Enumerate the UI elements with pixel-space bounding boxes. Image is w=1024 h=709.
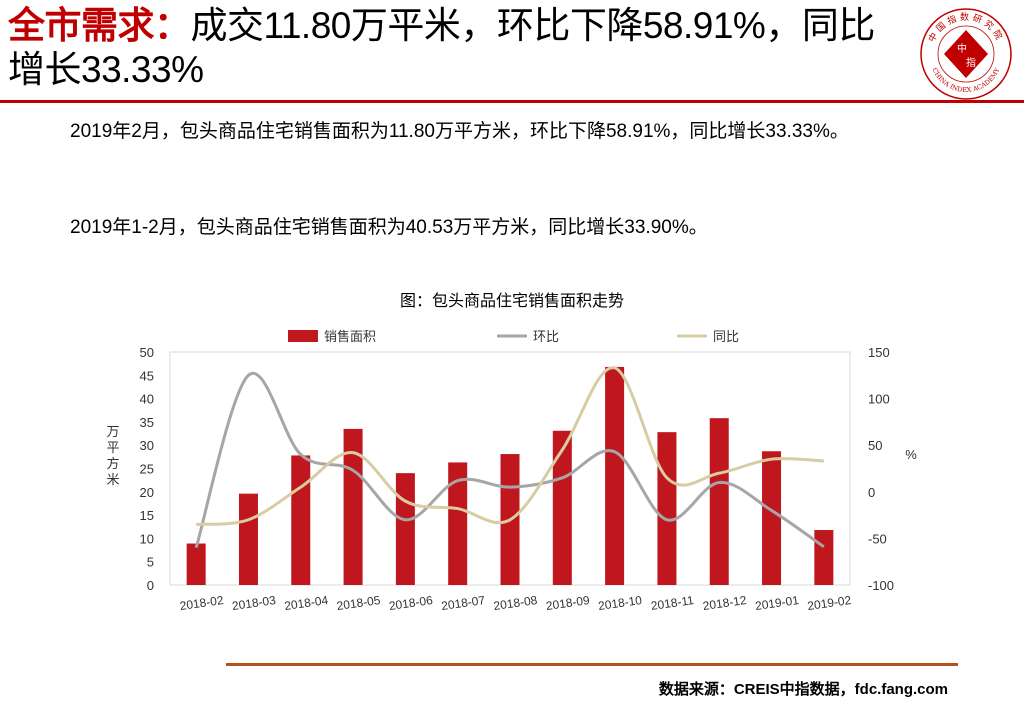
bar xyxy=(448,462,468,585)
line-series xyxy=(194,366,825,549)
data-source: 数据来源：CREIS中指数据，fdc.fang.com xyxy=(658,681,948,698)
y-left-tick-label: 20 xyxy=(140,485,154,500)
sales-area-chart: 销售面积 环比 同比 0 5 10 15 20 25 30 35 40 45 50 -100 -50 0 50 1… xyxy=(106,329,917,613)
x-tick-label: 2018-04 xyxy=(283,593,329,613)
bar xyxy=(395,473,415,585)
y-right-tick-label: 0 xyxy=(868,485,875,500)
y-left-tick-label: 15 xyxy=(140,508,154,523)
legend-label: 同比 xyxy=(713,329,739,344)
summary-paragraph-1: 2019年2月，包头商品住宅销售面积为11.80万平方米，环比下降58.91%，… xyxy=(70,121,849,142)
x-tick-label: 2018-09 xyxy=(545,593,591,613)
x-tick-label: 2018-05 xyxy=(336,593,382,613)
y-right-tick-label: -100 xyxy=(868,578,894,593)
y-left-tick-label: 5 xyxy=(147,555,154,570)
x-tick-label: 2018-03 xyxy=(231,593,277,613)
chart-axes: 0 5 10 15 20 25 30 35 40 45 50 -100 -50 0 50 100 150 万平方米… xyxy=(106,345,917,593)
y-right-tick-label: 100 xyxy=(868,392,890,407)
y-left-tick-label: 10 xyxy=(140,531,154,546)
x-tick-label: 2018-10 xyxy=(597,593,643,613)
y-left-axis-title-char: 平 xyxy=(106,440,119,455)
slide-title: 全市需求：成交11.80万平米，环比下降58.91%，同比增长33.33% xyxy=(8,4,908,92)
x-tick-label: 2018-11 xyxy=(650,593,695,613)
chart-legend: 销售面积 环比 同比 xyxy=(288,329,739,344)
legend-swatch xyxy=(288,330,318,342)
y-left-tick-label: 30 xyxy=(140,438,154,453)
y-left-axis-title-char: 万 xyxy=(106,424,119,439)
bar xyxy=(552,430,572,585)
x-tick-label: 2018-06 xyxy=(388,593,434,613)
title-divider xyxy=(0,100,1024,103)
x-tick-label: 2019-02 xyxy=(807,593,853,613)
x-tick-label: 2018-12 xyxy=(702,593,748,613)
y-right-tick-label: 150 xyxy=(868,345,890,360)
x-tick-label: 2018-07 xyxy=(440,593,486,613)
y-left-tick-label: 45 xyxy=(140,368,154,383)
y-left-tick-label: 0 xyxy=(147,578,154,593)
y-right-axis-title: % xyxy=(905,447,917,462)
legend-label: 环比 xyxy=(533,329,559,344)
bar-series xyxy=(186,366,834,585)
y-left-axis-title-char: 方 xyxy=(106,456,119,471)
bar xyxy=(238,493,258,585)
title-highlight: 全市需求： xyxy=(8,5,191,46)
title-text: 成交11.80万平米，环比下降58.91%，同比增长33.33% xyxy=(8,5,875,90)
bar xyxy=(605,366,625,585)
y-left-axis-title-char: 米 xyxy=(106,472,119,487)
bar xyxy=(709,418,729,585)
bar xyxy=(814,530,834,585)
y-left-tick-label: 25 xyxy=(140,462,154,477)
line-yoy xyxy=(196,366,824,526)
summary-paragraph-2: 2019年1-2月，包头商品住宅销售面积为40.53万平方米，同比增长33.90… xyxy=(70,217,708,238)
y-right-tick-label: 50 xyxy=(868,438,882,453)
footer-divider xyxy=(226,663,958,666)
logo-center-bottom: 指 xyxy=(966,56,976,69)
y-left-tick-label: 35 xyxy=(140,415,154,430)
bar xyxy=(657,432,677,585)
x-tick-label: 2018-08 xyxy=(493,593,539,613)
y-right-tick-label: -50 xyxy=(868,531,887,546)
y-left-tick-label: 40 xyxy=(140,392,154,407)
bar xyxy=(291,455,311,585)
x-tick-labels: 2018-02 2018-03 2018-04 2018-05 2018-06 2018-… xyxy=(179,593,853,613)
logo-center-top: 中 xyxy=(957,42,967,55)
y-left-tick-label: 50 xyxy=(140,345,154,360)
line-mom xyxy=(194,371,825,549)
chart-title: 图：包头商品住宅销售面积走势 xyxy=(399,293,624,310)
bar xyxy=(762,451,782,585)
x-tick-label: 2018-02 xyxy=(179,593,225,613)
x-tick-label: 2019-01 xyxy=(754,593,800,613)
bar xyxy=(186,543,206,585)
legend-label: 销售面积 xyxy=(324,329,376,344)
china-index-academy-logo: 中国指数研究院 CHINA INDEX ACADEMY 中 指 xyxy=(920,8,1012,100)
